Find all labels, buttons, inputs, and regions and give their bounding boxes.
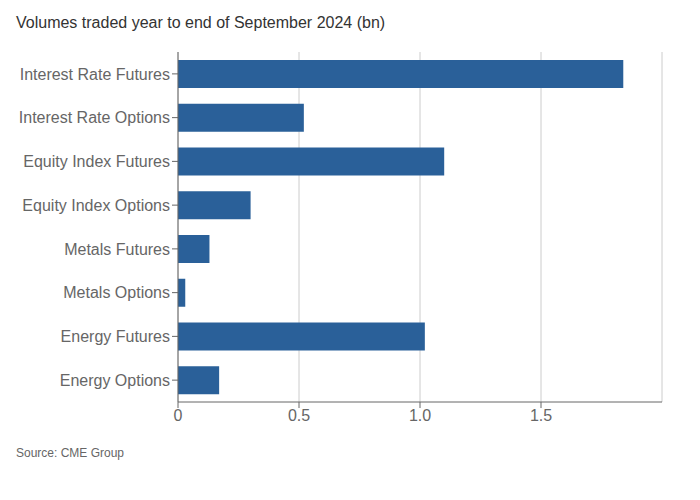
html-text:Volumes traded year to end of: Volumes traded year to end of September … bbox=[16, 14, 386, 31]
svg-text:Interest Rate Futures: Interest Rate Futures bbox=[20, 66, 170, 83]
html-text:Source: CME Group: Source: CME Group bbox=[16, 446, 124, 460]
svg-text:0: 0 bbox=[174, 407, 183, 424]
svg-text:1.5: 1.5 bbox=[530, 407, 552, 424]
svg-text:Interest Rate Options: Interest Rate Options bbox=[19, 109, 170, 126]
svg-text:1.0: 1.0 bbox=[409, 407, 431, 424]
svg-text:Equity Index Futures: Equity Index Futures bbox=[23, 153, 170, 170]
svg-text:Metals Futures: Metals Futures bbox=[64, 241, 170, 258]
svg-text:Metals Options: Metals Options bbox=[63, 284, 170, 301]
svg-text:Energy Futures: Energy Futures bbox=[61, 328, 170, 345]
svg-text:0.5: 0.5 bbox=[288, 407, 310, 424]
svg-text:Energy Options: Energy Options bbox=[60, 372, 170, 389]
svg-text:Equity Index Options: Equity Index Options bbox=[22, 197, 170, 214]
